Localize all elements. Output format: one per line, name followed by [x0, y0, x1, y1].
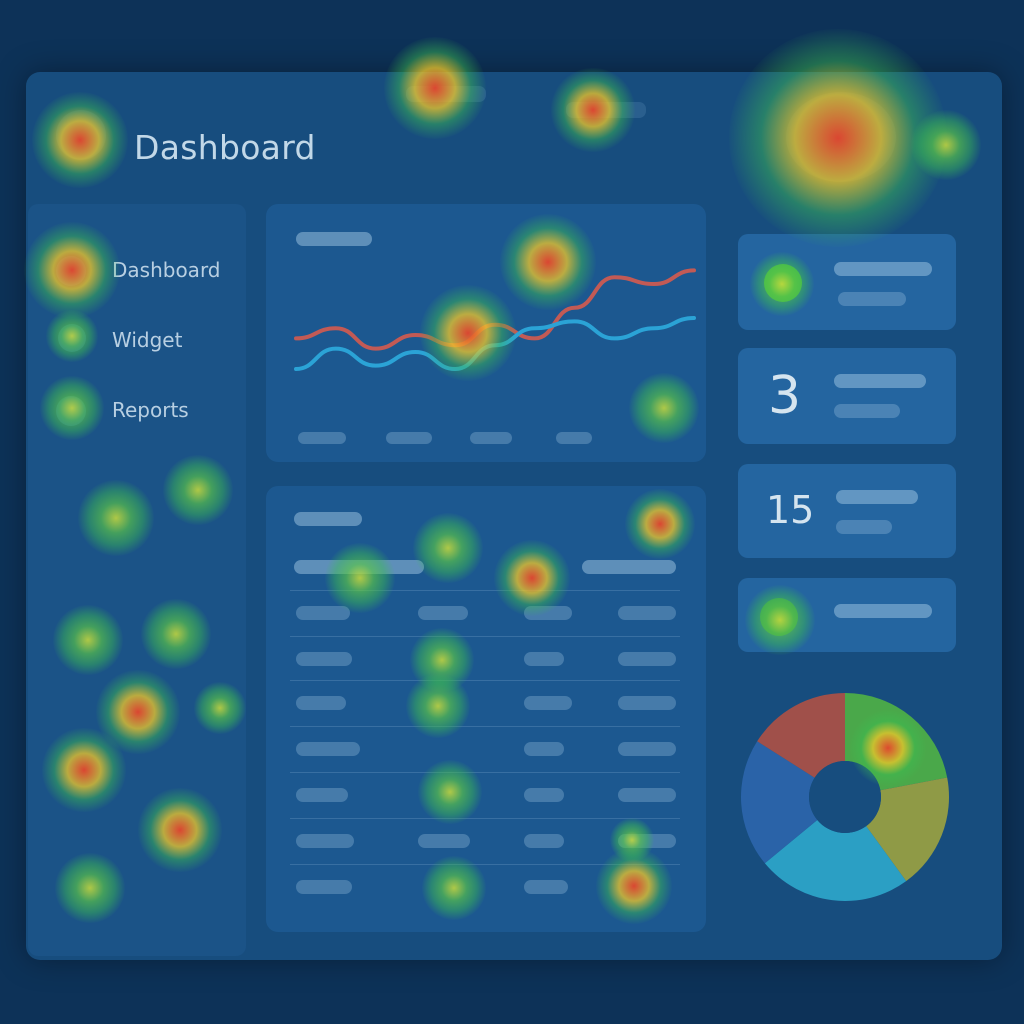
table-cell[interactable]	[524, 606, 572, 620]
table-cell[interactable]	[418, 834, 470, 848]
table-cell[interactable]	[418, 606, 468, 620]
card-label-line	[836, 490, 918, 504]
donut-chart	[741, 693, 949, 901]
donut-hole	[809, 761, 881, 833]
card-label-line	[834, 604, 932, 618]
table-cell[interactable]	[296, 742, 360, 756]
x-tick-placeholder-1	[298, 432, 346, 444]
chart-title-placeholder	[296, 232, 372, 246]
table-title-placeholder	[294, 512, 362, 526]
table-cell[interactable]	[296, 652, 352, 666]
table-cell[interactable]	[296, 788, 348, 802]
table-cell[interactable]	[618, 652, 676, 666]
sidebar-item-dashboard[interactable]: Dashboard	[112, 258, 221, 282]
table-row-divider	[290, 726, 680, 727]
donut-slice-2[interactable]	[866, 777, 949, 882]
table-row-divider	[290, 864, 680, 865]
table-cell[interactable]	[296, 696, 346, 710]
card-sub-line	[838, 292, 906, 306]
card-sub-line	[834, 404, 900, 418]
reports-icon	[56, 396, 86, 426]
table-row-divider	[290, 772, 680, 773]
line-chart	[294, 268, 696, 372]
table-row-divider	[290, 680, 680, 681]
table-cell[interactable]	[296, 606, 350, 620]
header-pill-1[interactable]	[406, 86, 486, 102]
table-cell[interactable]	[524, 742, 564, 756]
table-cell[interactable]	[524, 880, 568, 894]
sidebar	[28, 204, 246, 956]
table-cell[interactable]	[618, 606, 676, 620]
table-cell[interactable]	[524, 788, 564, 802]
header-pill-2[interactable]	[566, 102, 646, 118]
sidebar-item-widget[interactable]: Widget	[112, 328, 183, 352]
table-header-cell-1[interactable]	[294, 560, 424, 574]
table-header-cell-2[interactable]	[582, 560, 676, 574]
table-cell[interactable]	[296, 834, 354, 848]
table-cell[interactable]	[524, 834, 564, 848]
table-row-divider	[290, 636, 680, 637]
card-label-line	[834, 262, 932, 276]
table-cell[interactable]	[618, 788, 676, 802]
donut-slice-3[interactable]	[764, 819, 907, 901]
x-tick-placeholder-4	[556, 432, 592, 444]
stat-card-value: 3	[768, 366, 802, 426]
donut-slice-4[interactable]	[741, 741, 818, 864]
table-cell[interactable]	[524, 652, 564, 666]
user-avatar[interactable]	[786, 92, 896, 182]
logo-icon[interactable]	[56, 110, 106, 160]
x-tick-placeholder-3	[470, 432, 512, 444]
status-dot	[760, 598, 798, 636]
table-cell[interactable]	[618, 742, 676, 756]
card-label-line	[834, 374, 926, 388]
donut-slice-5[interactable]	[757, 693, 845, 778]
table-cell[interactable]	[618, 696, 676, 710]
table-row-divider	[290, 590, 680, 591]
page-title: Dashboard	[134, 128, 316, 167]
stat-card-4[interactable]	[738, 578, 956, 652]
table-cell[interactable]	[524, 696, 572, 710]
stat-card-1[interactable]	[738, 234, 956, 330]
table-cell[interactable]	[296, 880, 352, 894]
card-sub-line	[836, 520, 892, 534]
sidebar-item-reports[interactable]: Reports	[112, 398, 189, 422]
dashboard-icon	[56, 256, 86, 286]
x-tick-placeholder-2	[386, 432, 432, 444]
stat-card-value: 15	[766, 488, 815, 532]
table-cell[interactable]	[618, 834, 676, 848]
stat-card-2[interactable]: 3	[738, 348, 956, 444]
widget-icon	[58, 324, 86, 352]
line-series-1	[294, 268, 696, 351]
status-dot	[764, 264, 802, 302]
stat-card-3[interactable]: 15	[738, 464, 956, 558]
table-row-divider	[290, 818, 680, 819]
